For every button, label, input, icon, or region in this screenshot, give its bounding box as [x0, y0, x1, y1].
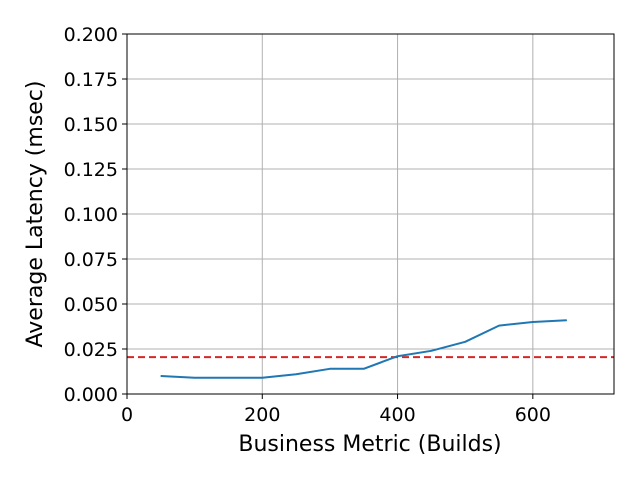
y-tick-label: 0.125 — [64, 159, 118, 181]
x-tick-label: 400 — [379, 404, 415, 426]
x-tick-label: 200 — [244, 404, 280, 426]
data-point — [397, 355, 399, 357]
y-tick-label: 0.100 — [64, 204, 118, 226]
series-group — [160, 319, 568, 379]
data-point — [261, 377, 263, 379]
data-point — [329, 368, 331, 370]
data-point — [430, 350, 432, 352]
grid — [126, 33, 614, 395]
y-tick-label: 0.075 — [64, 249, 118, 271]
data-point — [194, 377, 196, 379]
data-point — [566, 319, 568, 321]
x-axis-ticks: 0 200 400 600 — [121, 394, 551, 426]
x-axis-label: Business Metric (Builds) — [238, 432, 501, 457]
data-point — [363, 368, 365, 370]
y-tick-label: 0.050 — [64, 294, 118, 316]
y-tick-label: 0.150 — [64, 114, 118, 136]
y-tick-label: 0.175 — [64, 69, 118, 91]
data-point — [227, 377, 229, 379]
y-tick-label: 0.200 — [64, 24, 118, 46]
data-point — [160, 375, 162, 377]
y-tick-label: 0.000 — [64, 384, 118, 406]
y-axis-label: Average Latency (msec) — [23, 81, 48, 348]
y-tick-label: 0.025 — [64, 339, 118, 361]
data-point — [295, 373, 297, 375]
data-point — [532, 321, 534, 323]
y-axis-ticks: 0.000 0.025 0.050 0.075 0.100 0.125 0.150 0.175… — [64, 24, 127, 406]
data-point — [498, 325, 500, 327]
x-tick-label: 600 — [515, 404, 551, 426]
data-point — [464, 341, 466, 343]
x-tick-label: 0 — [121, 404, 133, 426]
